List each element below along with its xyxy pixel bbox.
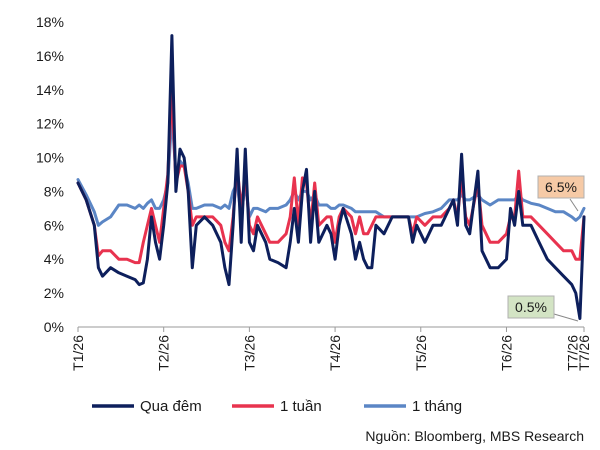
x-tick-label: T4/26 (327, 335, 343, 371)
annotation-box (507, 295, 555, 319)
series-line-1-tháng (76, 113, 586, 227)
x-tick-label: T5/26 (413, 335, 429, 371)
y-tick-label: 16% (36, 48, 64, 64)
source-note: Nguồn: Bloomberg, MBS Research (365, 428, 584, 444)
annotation-leader (569, 198, 579, 212)
y-tick-label: 12% (36, 116, 64, 132)
legend-label: Qua đêm (140, 398, 202, 415)
legend-label: 1 tuần (280, 398, 322, 415)
x-tick-label: T7/26 (564, 335, 580, 371)
x-tick-label: T2/26 (156, 335, 172, 371)
y-tick-label: 14% (36, 82, 64, 98)
y-tick-label: 6% (44, 217, 64, 233)
y-tick-label: 10% (36, 150, 64, 166)
x-tick-label: T6/26 (498, 335, 514, 371)
annotation-label: 0.5% (515, 299, 547, 315)
series-line-Qua-đêm (76, 34, 586, 320)
y-tick-label: 18% (36, 14, 64, 30)
y-tick-label: 0% (44, 319, 64, 335)
annotation-label: 6.5% (545, 179, 577, 195)
annotation-leader (553, 313, 579, 322)
legend-label: 1 tháng (412, 398, 462, 415)
x-tick-label: T3/26 (241, 335, 257, 371)
y-tick-label: 4% (44, 251, 64, 267)
x-tick-label: T7/26 (576, 335, 592, 371)
y-tick-label: 2% (44, 285, 64, 301)
y-tick-label: 8% (44, 183, 64, 199)
x-tick-label: T1/26 (70, 335, 86, 371)
annotation-box (537, 175, 585, 199)
